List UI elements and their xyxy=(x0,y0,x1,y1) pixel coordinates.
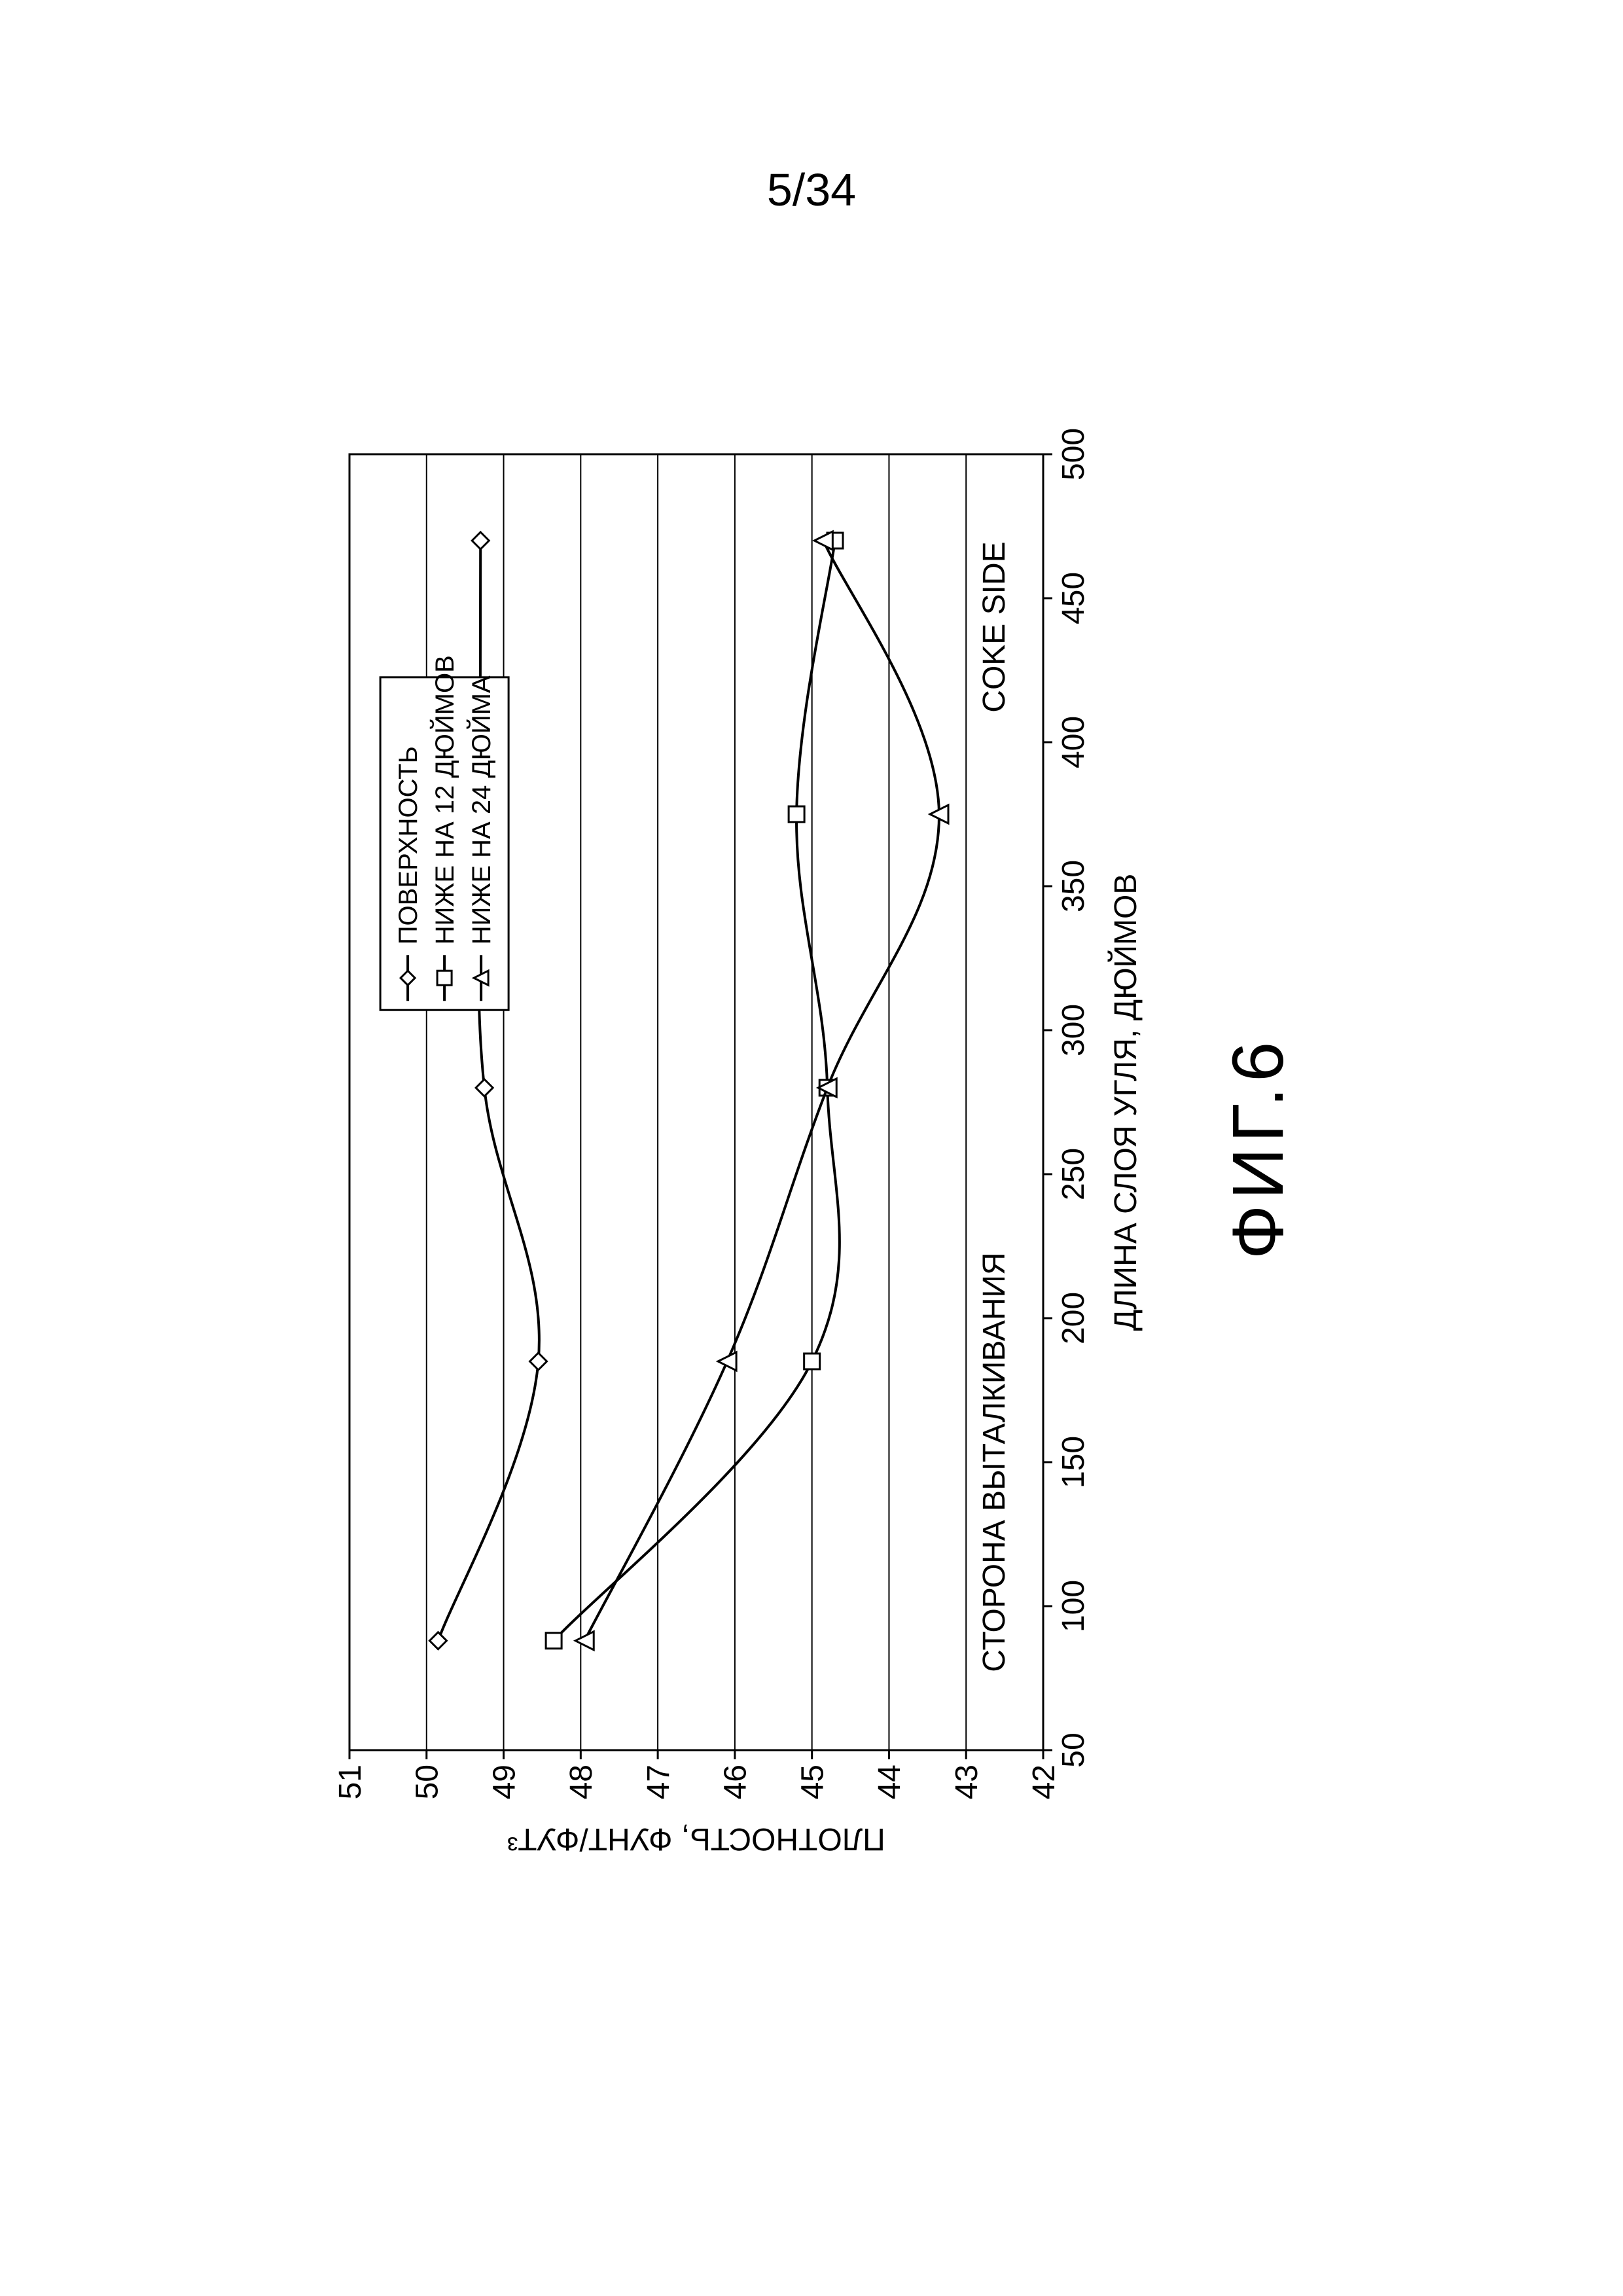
svg-text:47: 47 xyxy=(641,1765,676,1799)
svg-text:44: 44 xyxy=(872,1765,907,1799)
svg-text:50: 50 xyxy=(1056,1732,1091,1767)
page: 5/34 50 100 150 200 250 300 350 400 450 500 42 43 44… xyxy=(0,0,1623,2296)
svg-text:43: 43 xyxy=(950,1765,984,1799)
svg-text:ДЛИНА СЛОЯ УГЛЯ, ДЮЙМОВ: ДЛИНА СЛОЯ УГЛЯ, ДЮЙМОВ xyxy=(1107,874,1143,1331)
svg-text:50: 50 xyxy=(410,1765,445,1799)
svg-text:48: 48 xyxy=(564,1765,599,1799)
svg-text:СТОРОНА ВЫТАЛКИВАНИЯ: СТОРОНА ВЫТАЛКИВАНИЯ xyxy=(977,1252,1012,1672)
figure-label: ФИГ.6 xyxy=(1217,428,1300,1868)
density-chart: 50 100 150 200 250 300 350 400 450 500 42 43 44 45 46 4… xyxy=(323,428,1174,1868)
svg-text:НИЖЕ НА 12 ДЮЙМОВ: НИЖЕ НА 12 ДЮЙМОВ xyxy=(429,655,459,944)
svg-text:51: 51 xyxy=(333,1765,368,1799)
svg-text:42: 42 xyxy=(1027,1765,1061,1799)
page-number: 5/34 xyxy=(0,164,1623,216)
svg-text:350: 350 xyxy=(1056,860,1091,912)
svg-text:100: 100 xyxy=(1056,1580,1091,1632)
svg-text:500: 500 xyxy=(1056,428,1091,480)
svg-text:46: 46 xyxy=(719,1765,753,1799)
chart-rotated-container: 50 100 150 200 250 300 350 400 450 500 42 43 44 45 46 4… xyxy=(323,428,1300,1868)
svg-text:300: 300 xyxy=(1056,1004,1091,1056)
svg-text:45: 45 xyxy=(795,1765,830,1799)
svg-text:400: 400 xyxy=(1056,716,1091,768)
svg-text:ПЛОТНОСТЬ, ФУНТ/ФУТ³: ПЛОТНОСТЬ, ФУНТ/ФУТ³ xyxy=(507,1821,885,1856)
svg-text:ПОВЕРХНОСТЬ: ПОВЕРХНОСТЬ xyxy=(394,746,423,944)
svg-text:450: 450 xyxy=(1056,572,1091,624)
svg-text:250: 250 xyxy=(1056,1148,1091,1200)
svg-text:200: 200 xyxy=(1056,1292,1091,1344)
svg-text:НИЖЕ НА 24 ДЮЙМА: НИЖЕ НА 24 ДЮЙМА xyxy=(466,675,496,944)
svg-text:150: 150 xyxy=(1056,1436,1091,1488)
svg-text:49: 49 xyxy=(487,1765,522,1799)
svg-text:COKE SIDE: COKE SIDE xyxy=(977,541,1012,712)
